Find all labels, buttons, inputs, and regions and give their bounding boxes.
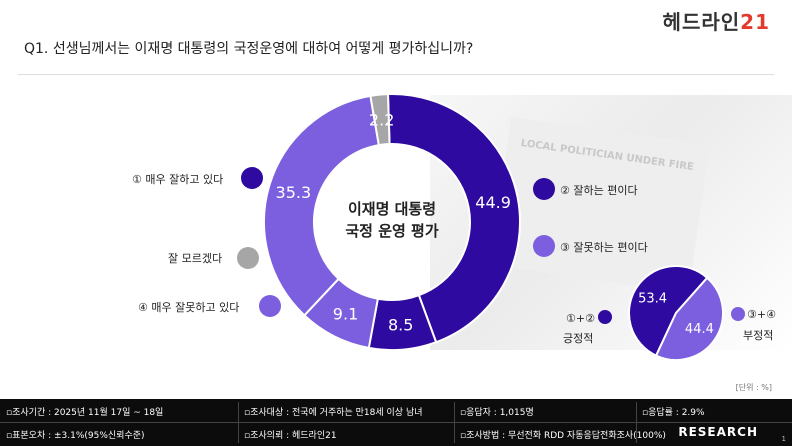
- legend-dot-very-bad: [259, 295, 281, 317]
- donut-value-label-2: 9.1: [333, 305, 358, 324]
- footer-target: ▫조사대상 : 전국에 거주하는 만18세 이상 남녀: [244, 408, 423, 418]
- mini-legend-negative-line2: 부정적: [743, 329, 774, 342]
- unit-note: [단위 : %]: [735, 383, 772, 392]
- legend-label-very-good: ① 매우 잘하고 있다: [132, 173, 224, 186]
- donut-value-label-3: 35.3: [276, 183, 312, 202]
- footer-method: ▫조사방법 : 무선전화 RDD 자동응답전화조사(100%): [460, 431, 666, 441]
- donut-value-label-4: 2.2: [369, 110, 394, 129]
- mini-pie-slice-1: [654, 276, 724, 361]
- donut-center-title-line1: 이재명 대통령: [348, 200, 436, 218]
- donut-value-label-0: 44.9: [475, 193, 511, 212]
- brand-logo: 헤드라인21: [662, 10, 770, 34]
- survey-footer: ▫조사기간 : 2025년 11월 17일 ~ 18일 ▫조사대상 : 전국에 …: [0, 399, 792, 446]
- footer-response-rate: ▫응답률 : 2.9%: [642, 408, 705, 418]
- legend-dot-very-good: [241, 167, 263, 189]
- mini-legend-positive-line2: 긍정적: [563, 332, 594, 345]
- donut-slice-0: [386, 93, 521, 344]
- mini-legend-positive-dot: [598, 310, 612, 324]
- mini-legend-negative-line1: ③+④: [747, 308, 776, 321]
- legend-label-dont-know: 잘 모르겠다: [168, 252, 223, 265]
- footer-error: ▫표본오차 : ±3.1%(95%신뢰수준): [6, 431, 145, 441]
- footer-respondents: ▫응답자 : 1,015명: [460, 408, 534, 418]
- legend-label-good: ② 잘하는 편이다: [560, 184, 638, 197]
- mini-pie-value-label-0: 53.4: [638, 291, 667, 306]
- mini-pie-chart: 53.4 44.4: [628, 265, 724, 361]
- donut-center-title-line2: 국정 운영 평가: [345, 222, 438, 240]
- page-number: 1: [781, 435, 786, 443]
- question-divider: [18, 74, 774, 75]
- donut-slice-4: [369, 93, 391, 147]
- research-logo: RESEARCH: [678, 425, 758, 439]
- footer-client: ▫조사의뢰 : 헤드라인21: [244, 431, 337, 441]
- legend-label-bad: ③ 잘못하는 편이다: [560, 241, 648, 254]
- mini-legend-positive-line1: ①+②: [566, 312, 595, 325]
- question-title: Q1. 선생님께서는 이재명 대통령의 국정운영에 대하여 어떻게 평가하십니까…: [24, 41, 474, 57]
- footer-period: ▫조사기간 : 2025년 11월 17일 ~ 18일: [6, 408, 164, 418]
- mini-pie-value-label-1: 44.4: [685, 322, 714, 337]
- main-donut-chart: 44.9 8.5 9.1 35.3 2.2: [263, 93, 521, 351]
- legend-label-very-bad: ④ 매우 잘못하고 있다: [138, 301, 240, 314]
- legend-dot-bad: [533, 235, 555, 257]
- legend-dot-good: [533, 178, 555, 200]
- legend-dot-dont-know: [237, 247, 259, 269]
- chart-area: 44.9 8.5 9.1 35.3 2.2 53.4 44.4 이재명 대통령 국정 운영…: [263, 93, 724, 361]
- donut-value-label-1: 8.5: [388, 315, 413, 334]
- mini-legend-negative-dot: [731, 307, 745, 321]
- mini-pie-slice-0: [628, 265, 709, 357]
- donut-slice-3: [263, 94, 380, 317]
